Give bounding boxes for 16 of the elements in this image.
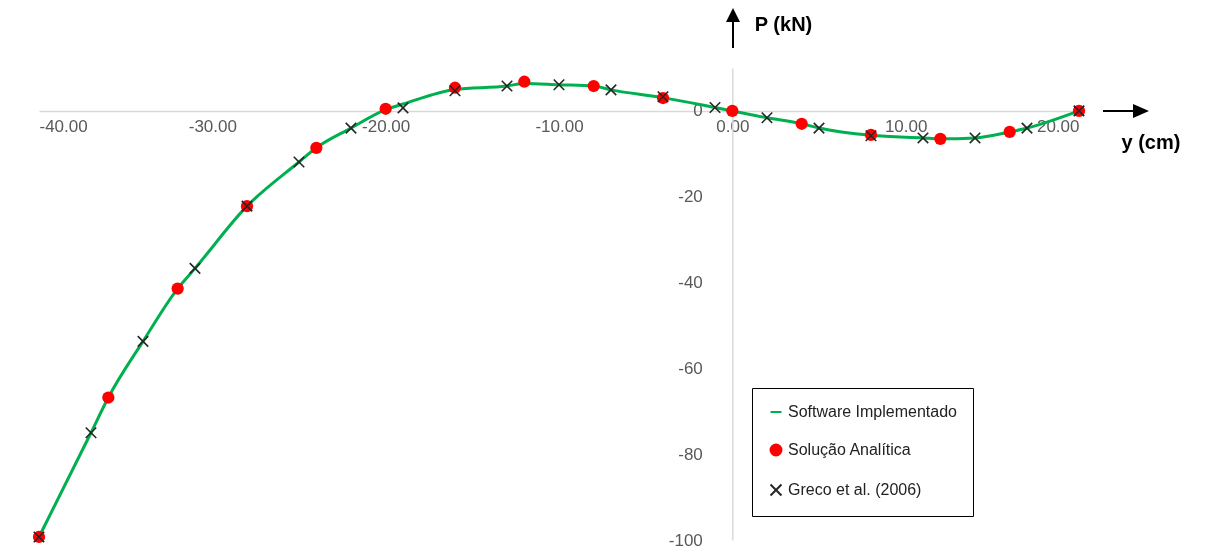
x-tick-label: 10.00 [884, 117, 928, 137]
x-tick-label: -30.00 [188, 117, 237, 137]
x-tick-label: 0.00 [716, 117, 750, 137]
legend-label: Greco et al. (2006) [788, 481, 922, 498]
y-tick-label: -60 [678, 358, 703, 378]
x-tick-label: -20.00 [362, 117, 411, 137]
x-tick-label: -40.00 [39, 117, 88, 137]
y-tick-label: -100 [668, 530, 703, 550]
y-tick-label: -80 [678, 444, 703, 464]
legend-label: Software Implementado [788, 403, 958, 420]
y-tick-label: -20 [678, 187, 703, 207]
legend-label: Solução Analítica [788, 441, 911, 458]
y-tick-label: -40 [678, 273, 703, 293]
x-axis-title: y (cm) [1121, 131, 1181, 154]
y-axis-title: P (kN) [754, 12, 813, 35]
x-tick-label: -10.00 [535, 117, 584, 137]
